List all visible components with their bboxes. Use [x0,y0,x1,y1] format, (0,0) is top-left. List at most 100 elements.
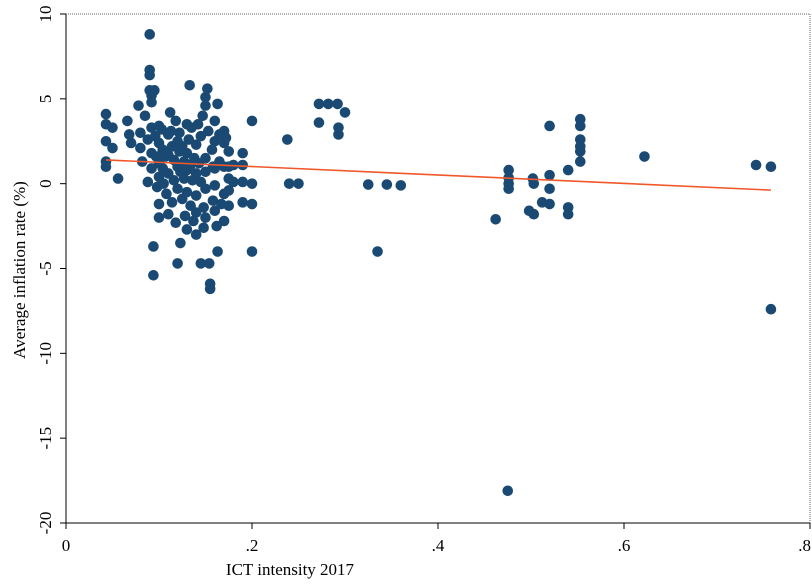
data-point [228,176,239,188]
data-point [200,152,211,164]
data-point [144,29,155,40]
data-point [190,207,202,218]
data-point [528,208,540,220]
data-point [153,212,165,223]
data-point [765,161,777,172]
data-point [184,79,195,91]
data-point [332,98,343,110]
data-point [139,110,151,122]
data-point [339,107,351,118]
data-point [574,120,586,132]
data-point [237,197,248,208]
data-point [178,173,190,184]
x-tick-label: .8 [798,536,811,555]
data-point [503,183,514,195]
data-point [175,237,186,249]
data-point [574,146,586,157]
data-point [503,164,514,176]
y-tick-label: -5 [36,261,55,275]
data-point [502,485,514,497]
data-point [544,183,555,195]
y-tick-label: -20 [36,512,55,535]
y-axis: -20 -15 -10 -5 0 5 10 [36,6,66,535]
data-point [125,137,137,149]
data-point [562,208,574,220]
data-point [146,96,157,108]
data-point [190,229,202,240]
data-point [372,246,383,257]
data-point [198,202,209,213]
data-point [190,139,202,150]
data-point [163,208,174,220]
data-point [164,107,176,118]
data-points [100,29,777,497]
data-point [200,183,211,195]
data-point [198,222,209,234]
data-point [544,169,555,181]
data-point [218,215,230,227]
data-point [144,69,155,81]
data-point [107,122,118,133]
data-point [362,179,374,190]
data-point [161,188,172,200]
data-point [220,132,232,144]
data-point [322,98,334,110]
data-point [149,85,160,96]
data-point [246,246,258,257]
data-point [246,115,258,127]
data-point [237,176,248,188]
data-point [562,164,574,176]
data-point [283,178,295,189]
data-point [207,195,219,206]
data-point [237,159,248,171]
data-point [195,130,207,142]
data-point [200,91,211,103]
data-point [112,173,124,184]
data-point [223,200,235,212]
data-point [172,258,183,269]
data-point [333,129,344,140]
data-point [202,125,214,137]
x-tick-label: .4 [432,536,445,555]
y-tick-label: 5 [36,95,55,104]
data-point [168,174,180,186]
data-point [200,166,211,178]
data-point [142,176,154,188]
x-axis-title: ICT intensity 2017 [226,560,355,579]
y-tick-label: 0 [36,179,55,188]
data-point [181,224,193,235]
x-tick-label: 0 [62,536,71,555]
data-point [246,178,258,189]
fit-line [105,159,771,191]
data-point [165,125,177,137]
data-point [166,197,178,208]
data-point [212,98,223,110]
data-point [158,178,169,189]
data-point [313,117,325,128]
data-point [544,198,555,210]
data-point [313,98,325,110]
data-point [202,83,213,94]
x-axis: 0 .2 .4 .6 .8 [62,523,811,555]
data-point [223,146,235,157]
x-tick-label: .6 [618,536,631,555]
data-point [574,156,586,167]
data-point [100,161,112,172]
data-point [195,258,207,269]
data-point [153,198,165,210]
data-point [204,283,216,295]
data-point [172,183,183,195]
data-point [190,168,202,179]
y-axis-title: Average inflation rate (%) [10,181,29,359]
data-point [100,108,112,120]
data-point [133,100,144,111]
data-point [211,220,222,232]
data-point [181,147,193,159]
data-point [200,212,211,223]
data-point [148,241,159,252]
data-point [206,144,218,156]
data-point [209,180,221,191]
data-point [293,178,304,189]
data-point [544,120,555,132]
